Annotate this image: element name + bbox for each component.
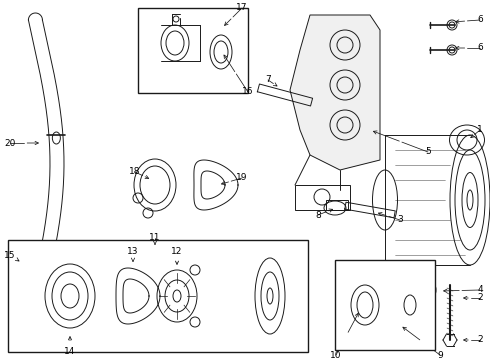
Text: 8: 8 xyxy=(315,211,321,220)
Text: 15: 15 xyxy=(4,251,16,260)
Text: 9: 9 xyxy=(437,351,443,360)
Text: 4: 4 xyxy=(477,285,483,294)
Polygon shape xyxy=(290,15,380,170)
Text: 18: 18 xyxy=(129,167,141,176)
Text: 12: 12 xyxy=(172,248,183,256)
Text: 2: 2 xyxy=(477,293,483,302)
Text: 2: 2 xyxy=(477,336,483,345)
Text: 7: 7 xyxy=(265,76,271,85)
Bar xyxy=(295,185,350,210)
Bar xyxy=(335,260,435,350)
Bar xyxy=(138,8,248,93)
Text: 19: 19 xyxy=(236,174,248,183)
Text: 6: 6 xyxy=(477,44,483,53)
Text: 1: 1 xyxy=(477,126,483,135)
Text: 6: 6 xyxy=(477,15,483,24)
Text: 20: 20 xyxy=(4,139,16,148)
Text: 11: 11 xyxy=(149,234,161,243)
Text: 16: 16 xyxy=(242,87,254,96)
Text: 5: 5 xyxy=(425,148,431,157)
Text: 10: 10 xyxy=(330,351,342,360)
Bar xyxy=(326,200,348,210)
Text: 14: 14 xyxy=(64,347,75,356)
Text: 13: 13 xyxy=(127,248,139,256)
Text: 17: 17 xyxy=(236,4,248,13)
Text: 3: 3 xyxy=(397,216,403,225)
Bar xyxy=(8,240,308,352)
